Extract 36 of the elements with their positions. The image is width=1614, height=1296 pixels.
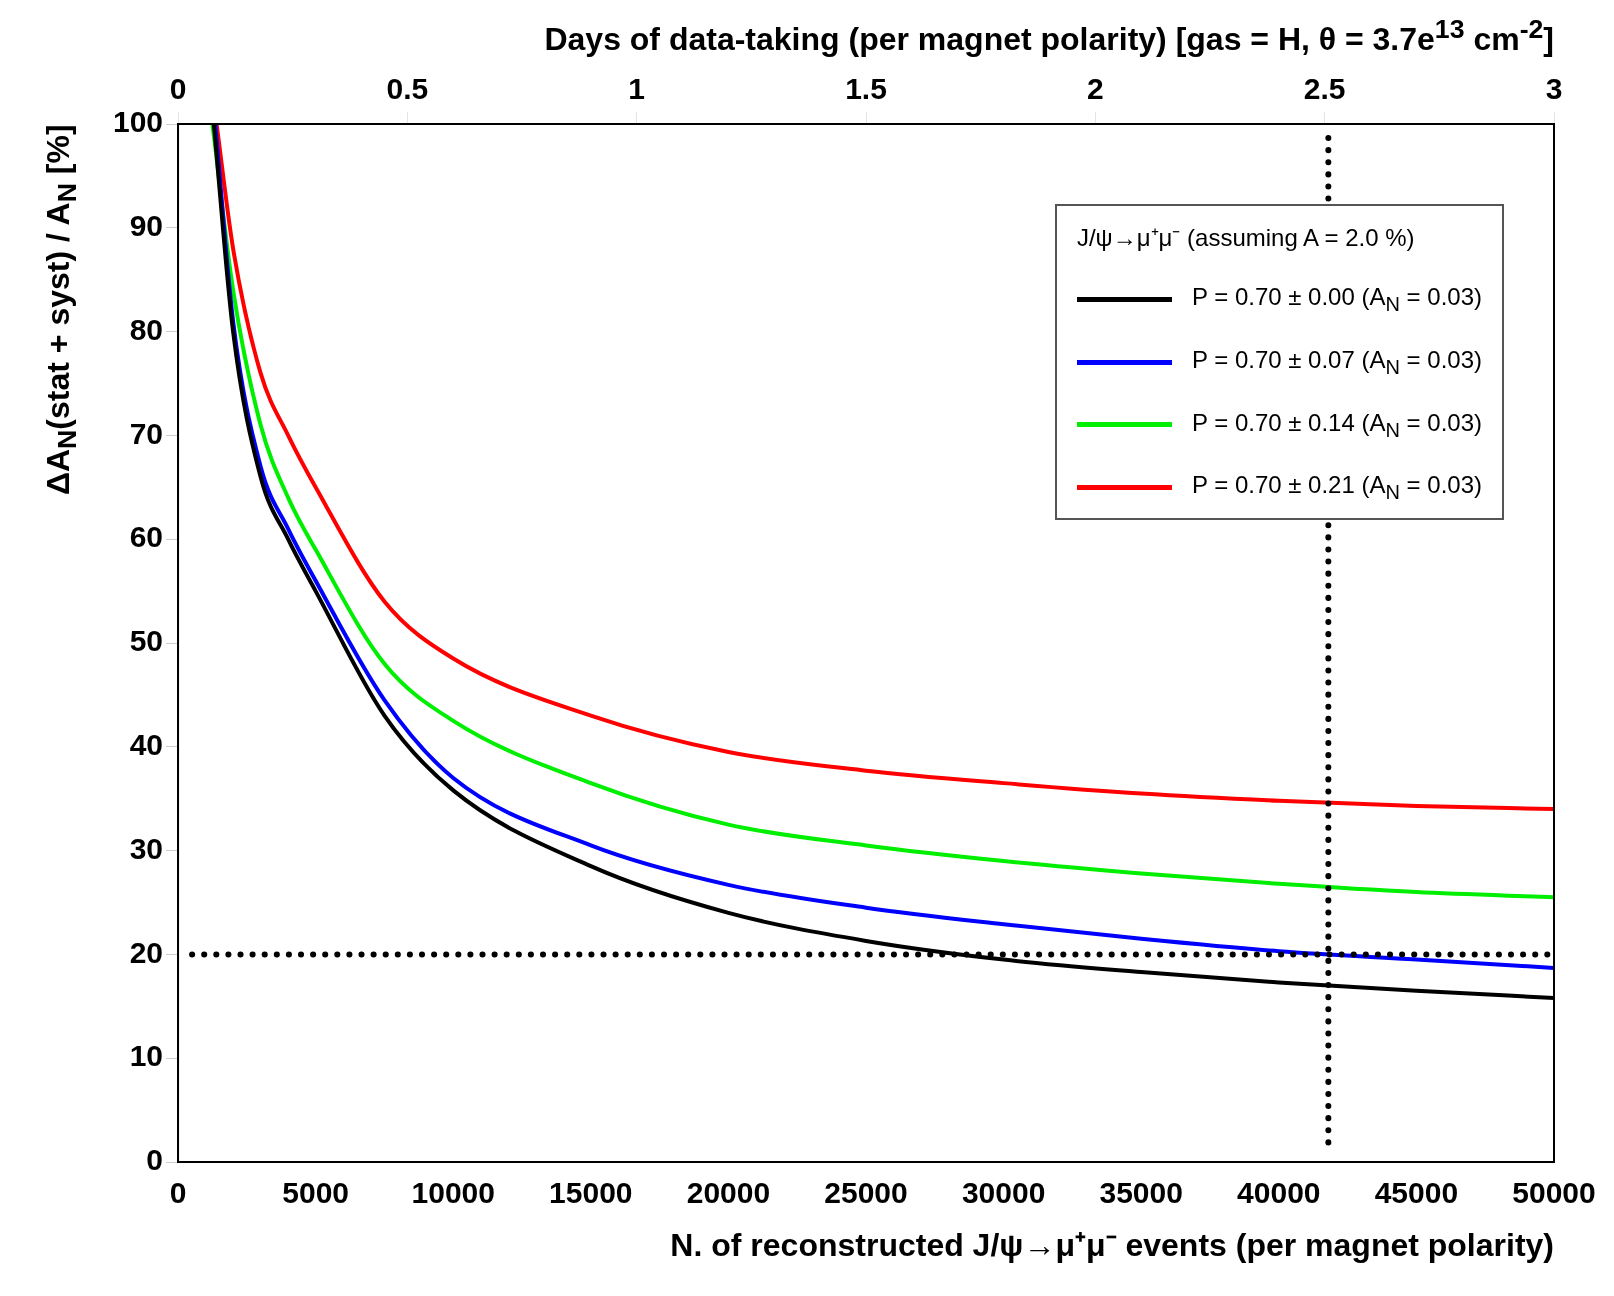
x-tick-label: 40000 xyxy=(1237,1176,1321,1210)
x-tick-label: 35000 xyxy=(1099,1176,1183,1210)
x2-tick-label: 0.5 xyxy=(386,72,429,106)
y-tick-label: 30 xyxy=(129,831,164,865)
y-tick-label: 20 xyxy=(129,935,164,969)
x2-axis-title: Days of data-taking (per magnet polarity) [gas = H, θ = 3.7e$^{13}$ cm$^{-2}$] xyxy=(544,14,1554,58)
x-tick-label: 50000 xyxy=(1512,1176,1596,1210)
x-tick-label: 30000 xyxy=(961,1176,1046,1210)
y-tick-label: 40 xyxy=(129,728,164,762)
y-tick-label: 50 xyxy=(129,624,164,658)
y-tick-label: 70 xyxy=(129,416,164,450)
x-tick-label: 10000 xyxy=(411,1176,495,1210)
x2-tick-label: 3 xyxy=(1545,72,1563,106)
legend-label: P = 0.70 ± 0.21 (A$_{N}$ = 0.03) xyxy=(1191,471,1482,505)
y-tick-label: 60 xyxy=(129,520,164,554)
x-tick-label: 15000 xyxy=(549,1176,633,1210)
x-tick-label: 45000 xyxy=(1374,1176,1459,1210)
legend-label: P = 0.70 ± 0.07 (A$_{N}$ = 0.03) xyxy=(1191,345,1482,379)
legend-label: P = 0.70 ± 0.00 (A$_{N}$ = 0.03) xyxy=(1191,283,1482,316)
x2-tick-label: 2 xyxy=(1087,72,1104,106)
y-tick-label: 0 xyxy=(146,1143,164,1177)
x-tick-label: 20000 xyxy=(686,1176,771,1210)
legend-title: J/ψ→μ⁺μ⁻ (assuming A = 2.0 %) xyxy=(1076,223,1416,253)
x-tick-label: 0 xyxy=(169,1176,187,1210)
y-tick-label: 100 xyxy=(112,105,164,139)
x2-tick-label: 0 xyxy=(169,72,187,106)
x-tick-label: 5000 xyxy=(282,1176,350,1210)
y-tick-label: 10 xyxy=(129,1039,164,1073)
x2-tick-label: 1 xyxy=(628,72,646,106)
x-tick-label: 25000 xyxy=(824,1176,908,1210)
x2-tick-label: 2.5 xyxy=(1303,72,1346,106)
x-axis-title: N. of reconstructed J/ψ→μ⁺μ⁻ events (per magnet polarity) xyxy=(670,1226,1554,1265)
y-tick-label: 80 xyxy=(129,312,164,346)
legend-label: P = 0.70 ± 0.14 (A$_{N}$ = 0.03) xyxy=(1191,408,1482,442)
y-tick-label: 90 xyxy=(129,209,164,243)
x2-tick-label: 1.5 xyxy=(845,72,887,106)
